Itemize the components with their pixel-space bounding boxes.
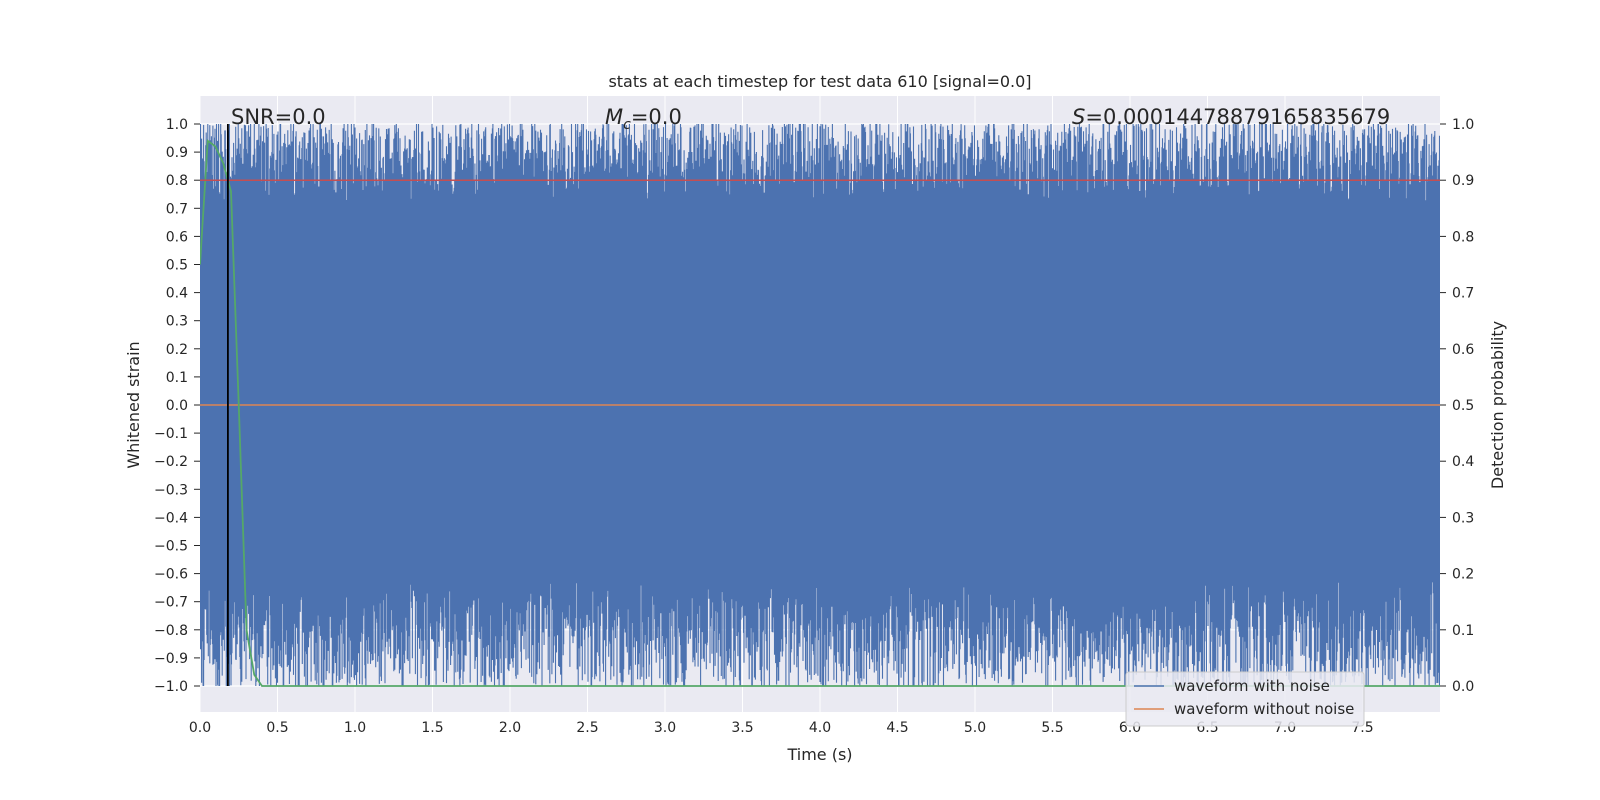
y-tick-label: −0.2 (154, 454, 188, 470)
y-tick-label: 0.7 (166, 201, 188, 217)
y2-tick-label: 0.9 (1452, 173, 1474, 189)
y-tick-label: −0.6 (154, 567, 188, 583)
y-tick-label: 0.4 (166, 286, 188, 302)
x-tick-label: 0.0 (189, 720, 211, 736)
y2-tick-label: 0.6 (1452, 342, 1474, 358)
y2-tick-label: 0.1 (1452, 623, 1474, 639)
y-tick-label: 0.0 (166, 398, 188, 414)
x-axis-label: Time (s) (786, 745, 852, 764)
y2-tick-label: 0.8 (1452, 229, 1474, 245)
y-tick-label: −0.8 (154, 623, 188, 639)
x-tick-label: 5.0 (964, 720, 986, 736)
chirp-mass-annotation: Mc=0.0 (605, 105, 682, 133)
x-tick-label: 1.5 (421, 720, 443, 736)
y2-tick-label: 0.7 (1452, 286, 1474, 302)
y-tick-label: 1.0 (166, 117, 188, 133)
y-tick-label: 0.2 (166, 342, 188, 358)
y-tick-label: −0.3 (154, 482, 188, 498)
y-tick-label: −0.1 (154, 426, 188, 442)
x-tick-label: 3.5 (731, 720, 753, 736)
y2-axis-label: Detection probability (1488, 321, 1507, 489)
y-tick-label: 0.3 (166, 314, 188, 330)
legend-box (1125, 671, 1365, 727)
y-tick-label: −1.0 (154, 679, 188, 695)
series-detection-probability (200, 139, 1440, 687)
legend: waveform with noise waveform without noi… (1125, 671, 1365, 727)
chart-title: stats at each timestep for test data 610… (608, 72, 1031, 91)
y2-tick-label: 0.2 (1452, 567, 1474, 583)
y-axis-ticks: 1.0 0.9 0.8 0.7 0.6 0.5 0.4 0.3 0.2 0.1 0.0 −0.1 −0.… (154, 117, 200, 695)
x-axis-ticks: 0.0 0.5 1.0 1.5 2.0 2.5 3.0 3.5 4.0 4.5 5.0 5.5 6.0 6… (189, 720, 1374, 736)
x-tick-label: 1.0 (344, 720, 366, 736)
x-tick-label: 2.0 (499, 720, 521, 736)
y-tick-label: −0.9 (154, 651, 188, 667)
y-axis-label: Whitened strain (124, 341, 143, 468)
y-tick-label: 0.8 (166, 173, 188, 189)
x-tick-label: 5.5 (1041, 720, 1063, 736)
x-tick-label: 4.0 (809, 720, 831, 736)
x-tick-label: 4.5 (886, 720, 908, 736)
y2-tick-label: 0.3 (1452, 510, 1474, 526)
snr-annotation: SNR=0.0 (231, 105, 326, 129)
y-tick-label: 0.6 (166, 229, 188, 245)
series-waveform-with-noise (200, 124, 1440, 686)
y2-axis-ticks: 1.0 0.9 0.8 0.7 0.6 0.5 0.4 0.3 0.2 0.1 0.0 (1440, 117, 1474, 695)
y2-tick-label: 0.4 (1452, 454, 1474, 470)
y-tick-label: −0.4 (154, 510, 188, 526)
x-tick-label: 3.0 (654, 720, 676, 736)
legend-label-noise: waveform with noise (1174, 677, 1330, 695)
legend-label-clean: waveform without noise (1174, 700, 1354, 718)
s-statistic-annotation: S=0.00014478879165835679 (1072, 105, 1390, 129)
y-tick-label: −0.7 (154, 595, 188, 611)
y2-tick-label: 0.0 (1452, 679, 1474, 695)
x-tick-label: 2.5 (576, 720, 598, 736)
y2-tick-label: 1.0 (1452, 117, 1474, 133)
y-tick-label: 0.9 (166, 145, 188, 161)
y-tick-label: 0.1 (166, 370, 188, 386)
y2-tick-label: 0.5 (1452, 398, 1474, 414)
y-tick-label: −0.5 (154, 539, 188, 555)
x-tick-label: 0.5 (266, 720, 288, 736)
series-lines (200, 124, 1440, 687)
y-tick-label: 0.5 (166, 258, 188, 274)
